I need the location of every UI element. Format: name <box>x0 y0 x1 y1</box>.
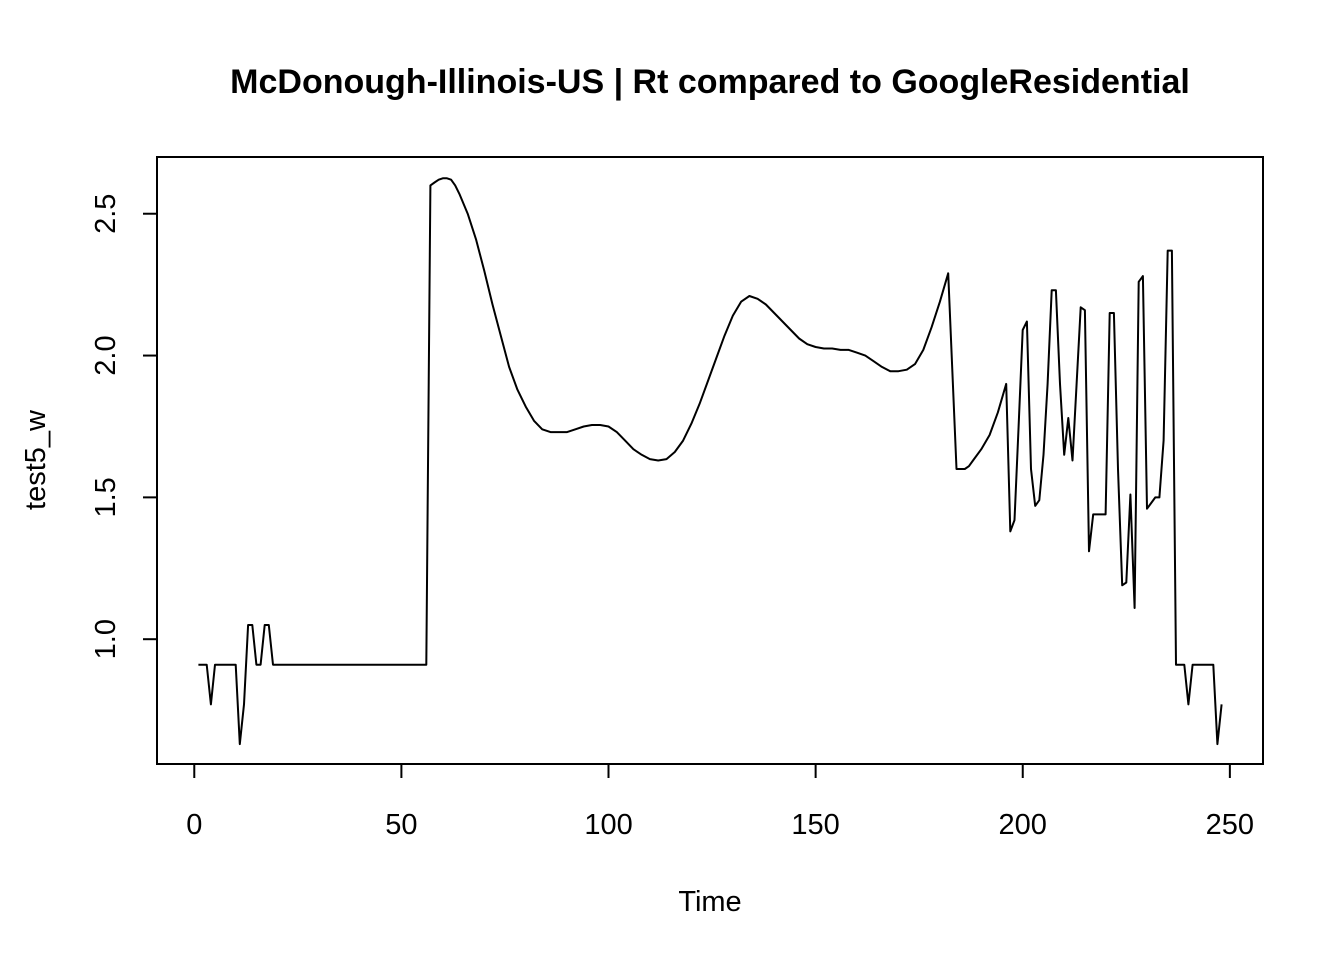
y-axis: 1.0 1.5 2.0 2.5 <box>90 194 158 659</box>
x-tick-label: 250 <box>1206 809 1254 841</box>
x-tick-label: 50 <box>385 809 417 841</box>
series-group <box>198 177 1223 746</box>
y-tick-label: 1.5 <box>90 477 122 517</box>
x-tick-label: 150 <box>791 809 839 841</box>
y-tick-label: 1.0 <box>90 619 122 659</box>
x-tick-label: 200 <box>999 809 1047 841</box>
x-axis: 0 50 100 150 200 250 <box>186 763 1254 841</box>
y-axis-label: test5_w <box>20 409 52 510</box>
plot-frame <box>156 156 1264 765</box>
chart-title: McDonough-Illinois-US | Rt compared to G… <box>230 63 1190 101</box>
y-tick-label: 2.5 <box>90 194 122 234</box>
x-tick-label: 100 <box>584 809 632 841</box>
series-line <box>198 177 1223 746</box>
x-axis-label: Time <box>678 886 741 918</box>
y-tick-label: 2.0 <box>90 335 122 375</box>
x-tick-label: 0 <box>186 809 202 841</box>
